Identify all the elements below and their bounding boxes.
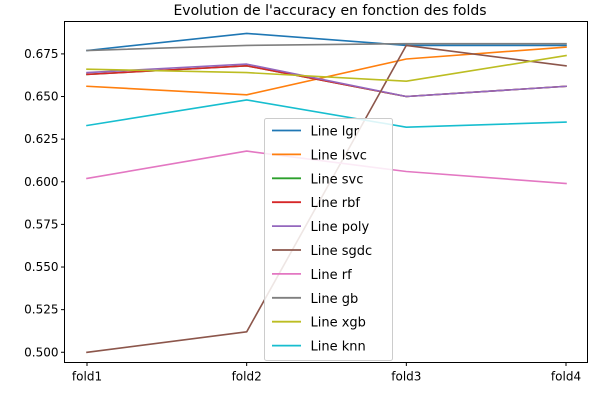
y-tick-label: 0.600 (24, 175, 58, 189)
x-tick-label: fold1 (72, 370, 102, 384)
x-tick-label: fold2 (232, 370, 262, 384)
legend-label-0: Line lgr (311, 125, 360, 140)
y-tick-label: 0.550 (24, 260, 58, 274)
y-axis: 0.500 0.525 0.550 0.575 0.600 0.625 0.650 0.675 (24, 47, 65, 359)
x-axis: fold1 fold2 fold3 fold4 (72, 362, 581, 384)
legend-label-8: Line xgb (311, 316, 366, 331)
y-tick-label: 0.650 (24, 90, 58, 104)
series-line-9 (86, 99, 567, 128)
x-tick-label: fold4 (551, 370, 581, 384)
y-tick-label: 0.575 (24, 217, 58, 231)
series-line-0 (86, 32, 567, 52)
x-tick-label: fold3 (391, 370, 421, 384)
plot-frame (64, 21, 588, 363)
y-tick-label: 0.625 (24, 132, 58, 146)
legend-label-9: Line knn (311, 340, 366, 355)
y-tick-label: 0.500 (24, 345, 58, 359)
legend-label-7: Line gb (311, 292, 359, 307)
legend-label-5: Line sgdc (311, 244, 373, 259)
series-line-7 (86, 42, 567, 52)
legend-label-6: Line rf (311, 268, 353, 283)
series-line-4 (86, 63, 567, 98)
legend-label-3: Line rbf (311, 196, 361, 211)
legend: Line lgr Line lsvc Line svc Line rbf Line po… (264, 118, 393, 361)
legend-label-4: Line poly (311, 220, 370, 235)
chart-title: Evolution de l'accuracy en fonction des … (173, 3, 486, 19)
y-tick-label: 0.675 (24, 47, 58, 61)
legend-label-1: Line lsvc (311, 148, 367, 163)
series-line-8 (86, 54, 567, 82)
y-tick-label: 0.525 (24, 303, 58, 317)
legend-label-2: Line svc (311, 172, 364, 187)
